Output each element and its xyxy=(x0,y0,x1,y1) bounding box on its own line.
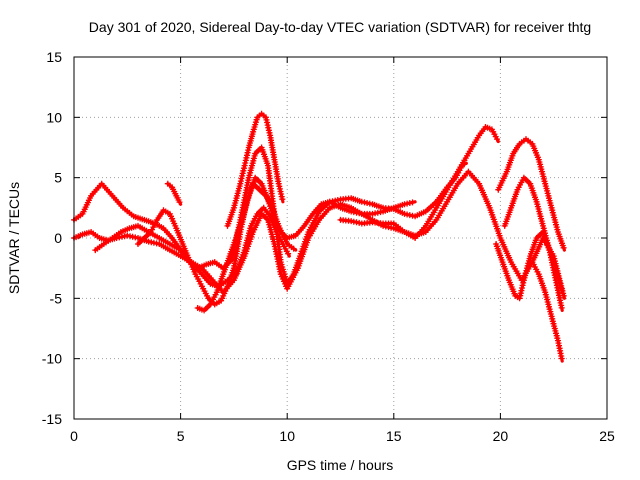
y-tick-label: 5 xyxy=(54,170,62,186)
grid xyxy=(74,57,607,419)
satellite-track-7 xyxy=(337,124,500,241)
plot-frame xyxy=(73,56,608,420)
series-markers xyxy=(337,124,500,241)
x-tick-label: 15 xyxy=(386,428,402,444)
series-markers xyxy=(495,136,567,251)
satellite-track-5 xyxy=(194,174,417,314)
series-markers xyxy=(194,174,416,314)
satellite-track-6 xyxy=(224,110,286,229)
y-tick-label: 15 xyxy=(46,49,62,65)
x-tick-label: 25 xyxy=(599,428,615,444)
satellite-track-10 xyxy=(529,259,565,363)
satellite-track-11 xyxy=(501,174,565,294)
plot-area xyxy=(71,110,567,363)
series-markers xyxy=(501,174,565,293)
series-markers xyxy=(529,259,565,362)
x-tick-label: 20 xyxy=(493,428,509,444)
x-tick-label: 10 xyxy=(279,428,295,444)
y-axis-label: SDTVAR / TECUs xyxy=(6,182,22,294)
y-tick-label: -15 xyxy=(42,411,62,427)
tick-labels: 0 5 10 15 20 25 -15 -10 -5 0 5 10 15 xyxy=(42,49,615,444)
y-tick-label: 10 xyxy=(46,109,62,125)
x-tick-label: 0 xyxy=(70,428,78,444)
x-axis-label: GPS time / hours xyxy=(287,457,394,473)
series-markers xyxy=(164,180,183,206)
y-tick-label: -5 xyxy=(50,290,63,306)
satellite-track-8 xyxy=(495,136,567,252)
y-tick-label: -10 xyxy=(42,351,62,367)
x-tick-label: 5 xyxy=(177,428,185,444)
series-markers xyxy=(224,110,286,229)
axis-ticks xyxy=(73,56,608,420)
chart-title: Day 301 of 2020, Sidereal Day-to-day VTE… xyxy=(89,19,591,35)
satellite-track-12 xyxy=(164,180,183,206)
y-tick-label: 0 xyxy=(54,230,62,246)
